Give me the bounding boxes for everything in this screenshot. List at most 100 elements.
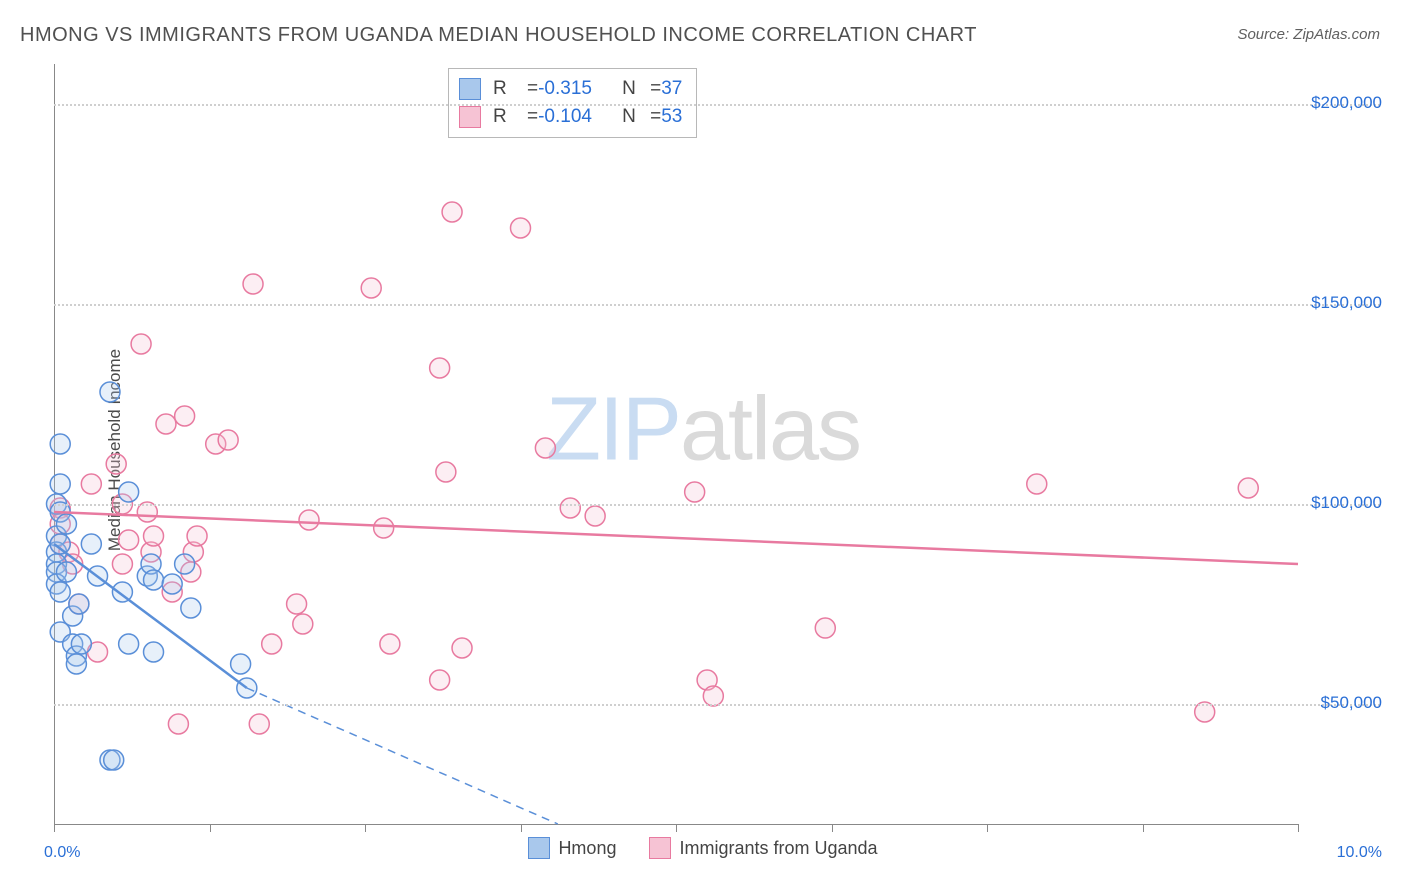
data-point — [560, 498, 580, 518]
data-point — [156, 414, 176, 434]
eq: = — [527, 106, 538, 128]
data-point — [685, 482, 705, 502]
eq: = — [650, 106, 661, 128]
gridline — [54, 704, 1380, 706]
data-point — [131, 334, 151, 354]
data-point — [287, 594, 307, 614]
data-point — [1238, 478, 1258, 498]
data-point — [293, 614, 313, 634]
x-tick-mark — [521, 824, 522, 832]
legend-row-hmong: R = -0.315 N = 37 — [459, 75, 682, 103]
data-point — [66, 654, 86, 674]
x-tick-mark — [54, 824, 55, 832]
series-legend: Hmong Immigrants from Uganda — [0, 837, 1406, 864]
swatch-hmong — [459, 78, 481, 100]
x-tick-mark — [676, 824, 677, 832]
data-point — [452, 638, 472, 658]
data-point — [218, 430, 238, 450]
x-tick-mark — [1143, 824, 1144, 832]
data-point — [50, 582, 70, 602]
n-value-uganda: 53 — [661, 106, 682, 128]
gridline — [54, 104, 1380, 106]
trend-line — [247, 688, 558, 824]
data-point — [511, 218, 531, 238]
swatch-hmong-icon — [528, 837, 550, 859]
data-point — [231, 654, 251, 674]
data-point — [81, 474, 101, 494]
data-point — [56, 514, 76, 534]
legend-item-hmong: Hmong — [528, 837, 616, 859]
data-point — [56, 562, 76, 582]
r-value-uganda: -0.104 — [538, 106, 622, 128]
y-tick-label: $100,000 — [1311, 493, 1382, 513]
data-point — [144, 526, 164, 546]
legend-item-uganda: Immigrants from Uganda — [649, 837, 877, 859]
y-tick-label: $200,000 — [1311, 93, 1382, 113]
data-point — [81, 534, 101, 554]
swatch-uganda — [459, 106, 481, 128]
data-point — [430, 358, 450, 378]
data-point — [119, 482, 139, 502]
r-label: R — [493, 78, 527, 100]
data-point — [380, 634, 400, 654]
data-point — [69, 594, 89, 614]
x-tick-mark — [987, 824, 988, 832]
x-tick-mark — [1298, 824, 1299, 832]
data-point — [104, 750, 124, 770]
data-point — [175, 554, 195, 574]
data-point — [181, 598, 201, 618]
data-point — [50, 434, 70, 454]
data-point — [299, 510, 319, 530]
data-point — [374, 518, 394, 538]
data-point — [243, 274, 263, 294]
y-tick-label: $50,000 — [1321, 693, 1382, 713]
data-point — [1027, 474, 1047, 494]
r-value-hmong: -0.315 — [538, 78, 622, 100]
data-point — [144, 570, 164, 590]
data-point — [50, 534, 70, 554]
legend-label-hmong: Hmong — [558, 838, 616, 859]
data-point — [144, 642, 164, 662]
data-point — [430, 670, 450, 690]
x-tick-mark — [832, 824, 833, 832]
data-point — [162, 574, 182, 594]
correlation-legend: R = -0.315 N = 37 R = -0.104 N = 53 — [448, 68, 697, 138]
data-point — [112, 554, 132, 574]
source-attribution: Source: ZipAtlas.com — [1237, 26, 1380, 43]
x-tick-mark — [210, 824, 211, 832]
n-label: N — [622, 78, 650, 100]
eq: = — [650, 78, 661, 100]
data-point — [71, 634, 91, 654]
data-point — [106, 454, 126, 474]
data-point — [187, 526, 207, 546]
data-point — [703, 686, 723, 706]
r-label: R — [493, 106, 527, 128]
data-point — [442, 202, 462, 222]
chart-title: HMONG VS IMMIGRANTS FROM UGANDA MEDIAN H… — [20, 24, 977, 47]
gridline — [54, 304, 1380, 306]
data-point — [815, 618, 835, 638]
data-point — [168, 714, 188, 734]
data-point — [175, 406, 195, 426]
legend-row-uganda: R = -0.104 N = 53 — [459, 103, 682, 131]
data-point — [585, 506, 605, 526]
y-tick-label: $150,000 — [1311, 293, 1382, 313]
scatter-svg — [54, 64, 1298, 824]
data-point — [119, 634, 139, 654]
x-tick-mark — [365, 824, 366, 832]
data-point — [436, 462, 456, 482]
n-label: N — [622, 106, 650, 128]
trend-line — [54, 512, 1298, 564]
eq: = — [527, 78, 538, 100]
data-point — [119, 530, 139, 550]
data-point — [50, 474, 70, 494]
data-point — [100, 382, 120, 402]
data-point — [249, 714, 269, 734]
legend-label-uganda: Immigrants from Uganda — [679, 838, 877, 859]
gridline — [54, 504, 1380, 506]
data-point — [361, 278, 381, 298]
data-point — [535, 438, 555, 458]
data-point — [262, 634, 282, 654]
n-value-hmong: 37 — [661, 78, 682, 100]
swatch-uganda-icon — [649, 837, 671, 859]
